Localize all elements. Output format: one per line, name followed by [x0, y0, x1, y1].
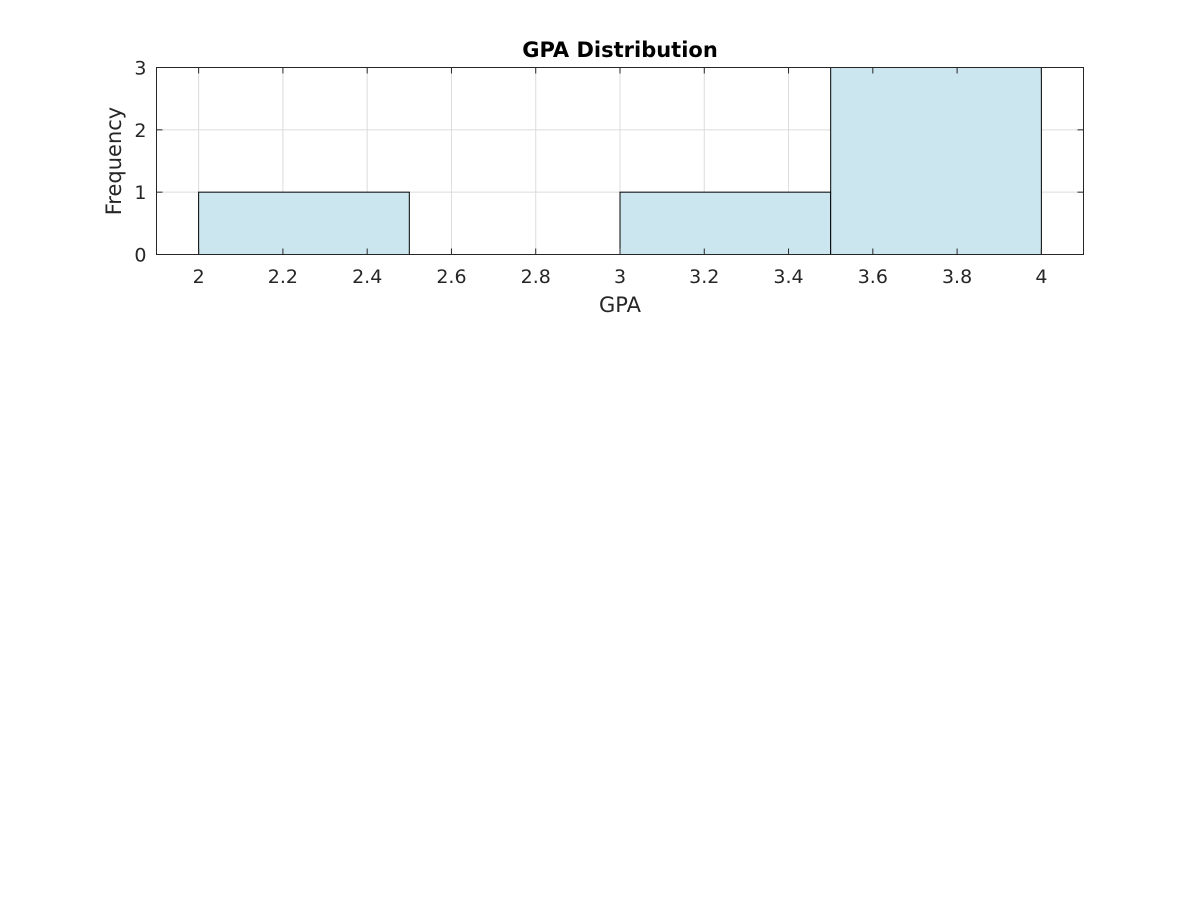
- x-tick-label: 4: [1035, 266, 1047, 288]
- x-axis-label: GPA: [599, 293, 642, 317]
- chart-title: GPA Distribution: [522, 38, 718, 62]
- histogram-bar: [198, 191, 410, 256]
- x-axis-tick-labels: 2 2.2 2.4 2.6 2.8 3 3.2 3.4 3.6 3.8 4: [193, 266, 1048, 288]
- x-tick-label: 3.2: [689, 266, 719, 288]
- y-tick-label: 2: [134, 120, 146, 142]
- y-tick-label: 0: [134, 245, 146, 267]
- histogram-bar: [830, 67, 1042, 255]
- y-tick-label: 1: [134, 182, 146, 204]
- y-tick-label: 3: [134, 58, 146, 80]
- x-tick-label: 2.8: [521, 266, 551, 288]
- x-tick-label: 2.4: [352, 266, 382, 288]
- x-tick-label: 3.6: [858, 266, 888, 288]
- x-tick-label: 2.6: [436, 266, 466, 288]
- x-tick-label: 3.8: [942, 266, 972, 288]
- x-tick-label: 2: [193, 266, 205, 288]
- y-axis-label: Frequency: [102, 107, 126, 216]
- plot-area-frame: [156, 67, 1084, 255]
- histogram-bar: [619, 191, 832, 256]
- x-tick-label: 3.4: [773, 266, 803, 288]
- x-tick-label: 3: [614, 266, 626, 288]
- y-axis-tick-labels: 0 1 2 3: [134, 58, 146, 267]
- histogram-bars: [198, 67, 1042, 256]
- x-tick-label: 2.2: [268, 266, 298, 288]
